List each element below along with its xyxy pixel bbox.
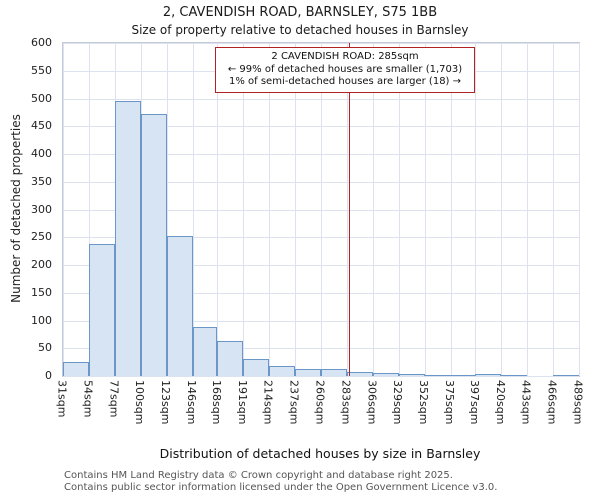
vertical-gridline [346, 43, 348, 376]
horizontal-gridline [63, 376, 579, 377]
x-tick-label: 214sqm [261, 380, 275, 425]
histogram-bar [192, 327, 218, 376]
histogram-bar [372, 373, 399, 376]
histogram-bar [450, 374, 476, 376]
x-tick-label: 329sqm [391, 380, 405, 425]
histogram-bar [140, 114, 167, 376]
vertical-gridline [295, 43, 297, 376]
annotation-larger-share: 1% of semi-detached houses are larger (1… [228, 76, 462, 87]
x-tick-label: 306sqm [365, 380, 379, 425]
vertical-gridline [424, 43, 426, 376]
annotation-smaller-share: ← 99% of detached houses are smaller (1,… [227, 63, 463, 75]
histogram-bar [63, 362, 89, 376]
y-tick-label: 350 [31, 174, 52, 188]
property-size-marker-line [349, 43, 351, 376]
vertical-gridline [450, 43, 452, 376]
annotation-property-size: 2 CAVENDISH ROAD: 285sqm [271, 51, 419, 62]
chart-subtitle: Size of property relative to detached ho… [131, 23, 469, 37]
x-tick-label: 443sqm [519, 380, 533, 425]
histogram-bar [88, 243, 115, 376]
footer-line-1: Contains HM Land Registry data © Crown c… [64, 470, 453, 481]
histogram-bar [553, 374, 579, 376]
vertical-gridline [527, 43, 529, 376]
y-tick-label: 600 [31, 36, 52, 49]
histogram-bar [217, 341, 244, 376]
vertical-gridline [475, 43, 477, 376]
histogram-bar [321, 369, 347, 376]
x-tick-label: 283sqm [339, 380, 353, 425]
x-tick-label: 100sqm [133, 380, 147, 425]
x-tick-label: 260sqm [313, 380, 327, 425]
x-tick-label: 397sqm [467, 380, 481, 425]
histogram-bar [114, 101, 141, 376]
histogram-bar [501, 375, 528, 376]
plot-area: 2 CAVENDISH ROAD: 285sqm ← 99% of detach… [62, 42, 580, 377]
vertical-gridline [63, 43, 64, 376]
histogram-bar [166, 236, 193, 376]
y-tick-label: 0 [45, 369, 52, 382]
x-tick-label: 489sqm [571, 380, 585, 425]
vertical-gridline [269, 43, 271, 376]
vertical-gridline [398, 43, 400, 376]
y-tick-label: 250 [31, 230, 52, 244]
x-tick-label: 466sqm [545, 380, 559, 425]
y-tick-label: 50 [38, 341, 52, 355]
x-tick-label: 54sqm [81, 380, 95, 418]
x-axis-title: Distribution of detached houses by size … [159, 446, 481, 461]
histogram-bar [295, 369, 321, 376]
footer-line-2: Contains public sector information licen… [64, 481, 498, 493]
x-axis-ticks: 31sqm 54sqm 77sqm 100sqm 123sqm 146sqm 168sqm 1… [56, 378, 585, 430]
vertical-gridline [166, 43, 168, 376]
x-tick-label: 237sqm [287, 380, 301, 425]
y-tick-label: 500 [31, 91, 52, 105]
y-axis-ticks: 0 50 100 150 200 250 300 350 400 450 500 550 600 [0, 36, 58, 382]
x-tick-label: 77sqm [107, 380, 121, 418]
footer: Contains HM Land Registry data © Crown c… [64, 470, 497, 493]
x-tick-label: 420sqm [493, 380, 507, 425]
vertical-gridline [192, 43, 194, 376]
y-tick-label: 300 [31, 202, 52, 216]
x-tick-label: 191sqm [235, 380, 249, 425]
y-tick-label: 100 [31, 313, 52, 327]
histogram-bar [243, 359, 270, 376]
y-tick-label: 450 [31, 119, 52, 133]
y-tick-label: 200 [31, 258, 52, 271]
vertical-gridline [553, 43, 555, 376]
histogram-bar [346, 371, 373, 376]
y-tick-label: 400 [31, 147, 52, 160]
vertical-gridline [217, 43, 219, 376]
annotation-box: 2 CAVENDISH ROAD: 285sqm ← 99% of detach… [215, 47, 475, 93]
x-tick-label: 31sqm [55, 380, 69, 418]
vertical-gridline [372, 43, 374, 376]
histogram-bar [269, 366, 296, 376]
histogram-bar [475, 374, 502, 376]
vertical-gridline [501, 43, 503, 376]
vertical-gridline [321, 43, 322, 376]
x-tick-label: 375sqm [443, 380, 457, 425]
x-tick-label: 168sqm [209, 380, 223, 425]
y-tick-label: 150 [31, 285, 52, 299]
x-tick-label: 146sqm [185, 380, 199, 425]
y-tick-label: 550 [31, 63, 52, 77]
chart-title: 2, CAVENDISH ROAD, BARNSLEY, S75 1BB [162, 5, 438, 20]
vertical-gridline [88, 43, 90, 376]
vertical-gridline [243, 43, 245, 376]
x-tick-label: 123sqm [159, 380, 173, 425]
x-tick-label: 352sqm [417, 380, 431, 425]
histogram-bar [398, 374, 425, 376]
vertical-gridline [579, 43, 580, 376]
histogram-bar [424, 374, 451, 376]
